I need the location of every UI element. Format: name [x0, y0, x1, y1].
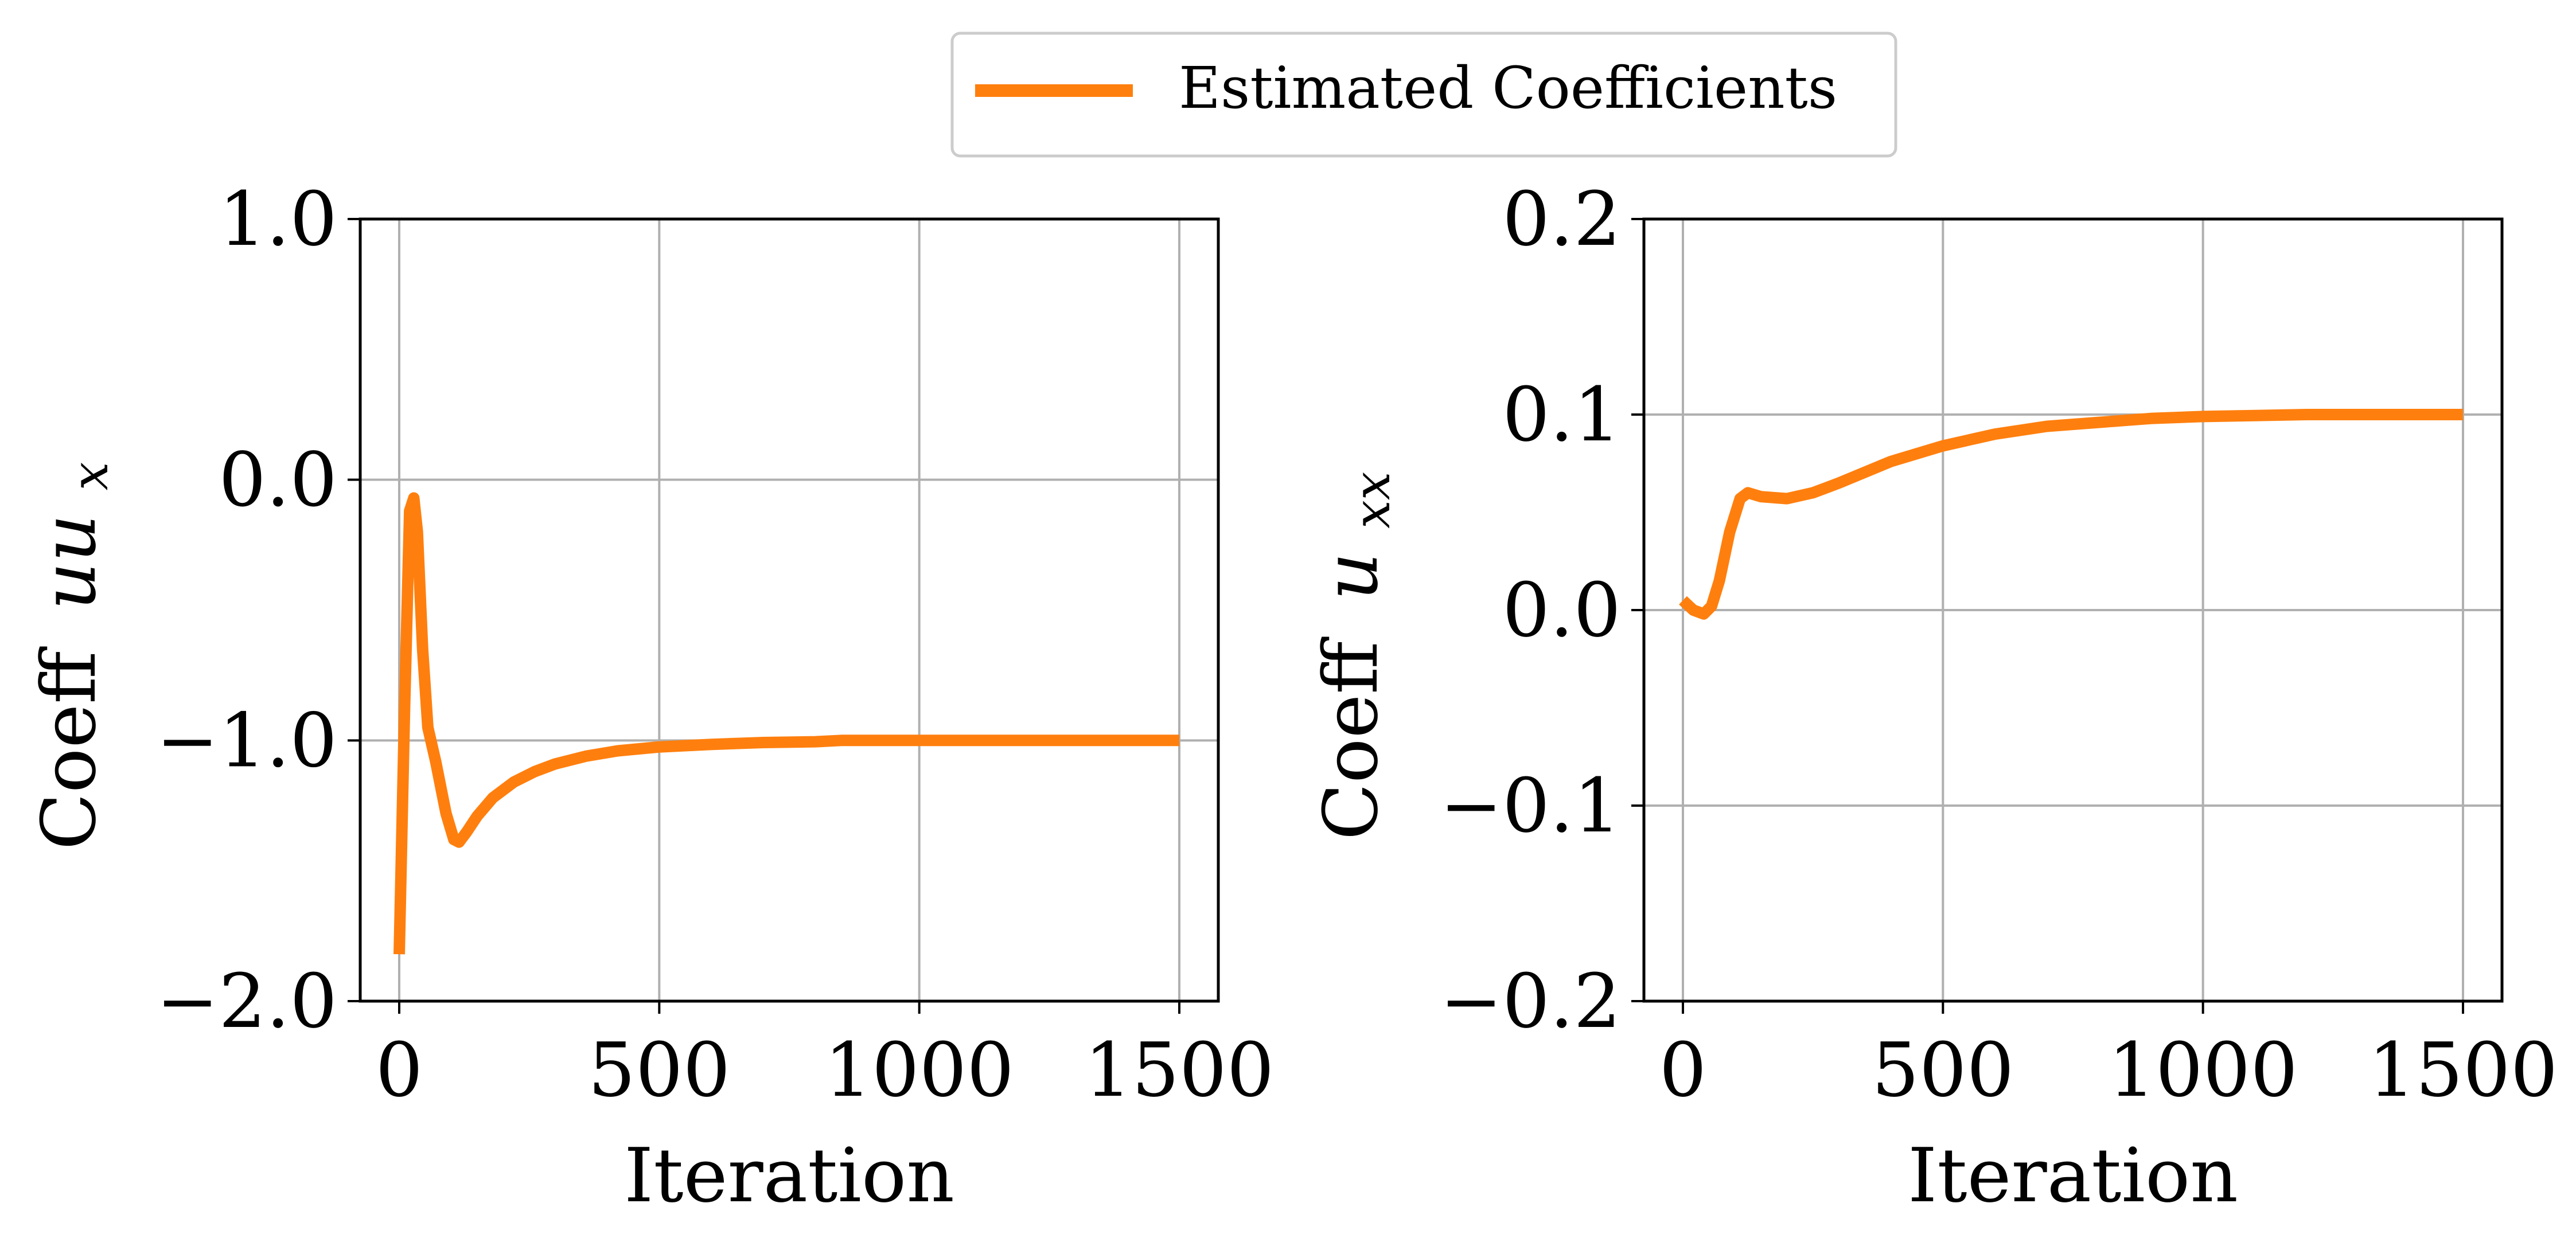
y-axis-label-left-prefix: Coeff — [25, 646, 112, 850]
x-tick-label: 0 — [1659, 1026, 1707, 1114]
x-tick-label: 0 — [376, 1026, 423, 1114]
x-tick-label: 1500 — [1085, 1026, 1275, 1114]
x-axis-label-right: Iteration — [1908, 1132, 2238, 1219]
grid-right — [1644, 218, 2502, 1002]
y-axis-label-right-main: u — [1307, 552, 1394, 600]
x-tick-label: 1500 — [2368, 1026, 2558, 1114]
axes-frame-left — [358, 217, 1220, 1003]
x-tick-label: 500 — [588, 1026, 730, 1114]
y-axis-label-right: Coeff u xx — [1307, 472, 1401, 841]
y-tick-label: −0.2 — [1440, 958, 1621, 1045]
chart-panel-uux: 0 500 1000 1500 −2.0 −1.0 0.0 1.0 Iteration Coe… — [25, 175, 1274, 1219]
x-tick-label: 1000 — [824, 1026, 1014, 1114]
y-tick-label: 0.0 — [1502, 567, 1621, 654]
y-axis-label-left-sub: x — [60, 462, 119, 491]
y-tick-label: −1.0 — [156, 697, 337, 784]
legend: Estimated Coefficients — [950, 32, 1897, 158]
y-tick-label: 1.0 — [219, 175, 337, 263]
y-axis-label-left-main: uu — [25, 514, 112, 610]
x-tick-label: 1000 — [2108, 1026, 2298, 1114]
y-tick-label: 0.1 — [1502, 371, 1621, 458]
series-left — [393, 492, 1179, 955]
series-line — [393, 492, 1179, 955]
y-axis-label-right-prefix: Coeff — [1307, 636, 1394, 841]
series-line — [1679, 409, 2463, 620]
legend-label: Estimated Coefficients — [1179, 54, 1837, 122]
y-axis-label-left: Coeff uu x — [25, 462, 119, 850]
legend-frame — [950, 32, 1897, 158]
x-axis-label-left: Iteration — [624, 1132, 954, 1219]
ticks-right: 0 500 1000 1500 −0.2 −0.1 0.0 0.1 0.2 — [1440, 175, 2558, 1114]
series-right — [1679, 409, 2463, 620]
ticks-left: 0 500 1000 1500 −2.0 −1.0 0.0 1.0 — [156, 175, 1274, 1114]
y-axis-label-right-sub: xx — [1342, 472, 1401, 529]
y-tick-label: −0.1 — [1440, 762, 1621, 849]
y-tick-label: 0.0 — [219, 436, 337, 524]
x-tick-label: 500 — [1872, 1026, 2014, 1114]
chart-panel-uxx: 0 500 1000 1500−0.2−0.10.00.10.2 Iteration … — [1307, 175, 2558, 1219]
y-tick-label: 0.2 — [1502, 175, 1621, 263]
y-tick-label: −2.0 — [156, 958, 337, 1045]
grid-left — [360, 218, 1218, 1002]
